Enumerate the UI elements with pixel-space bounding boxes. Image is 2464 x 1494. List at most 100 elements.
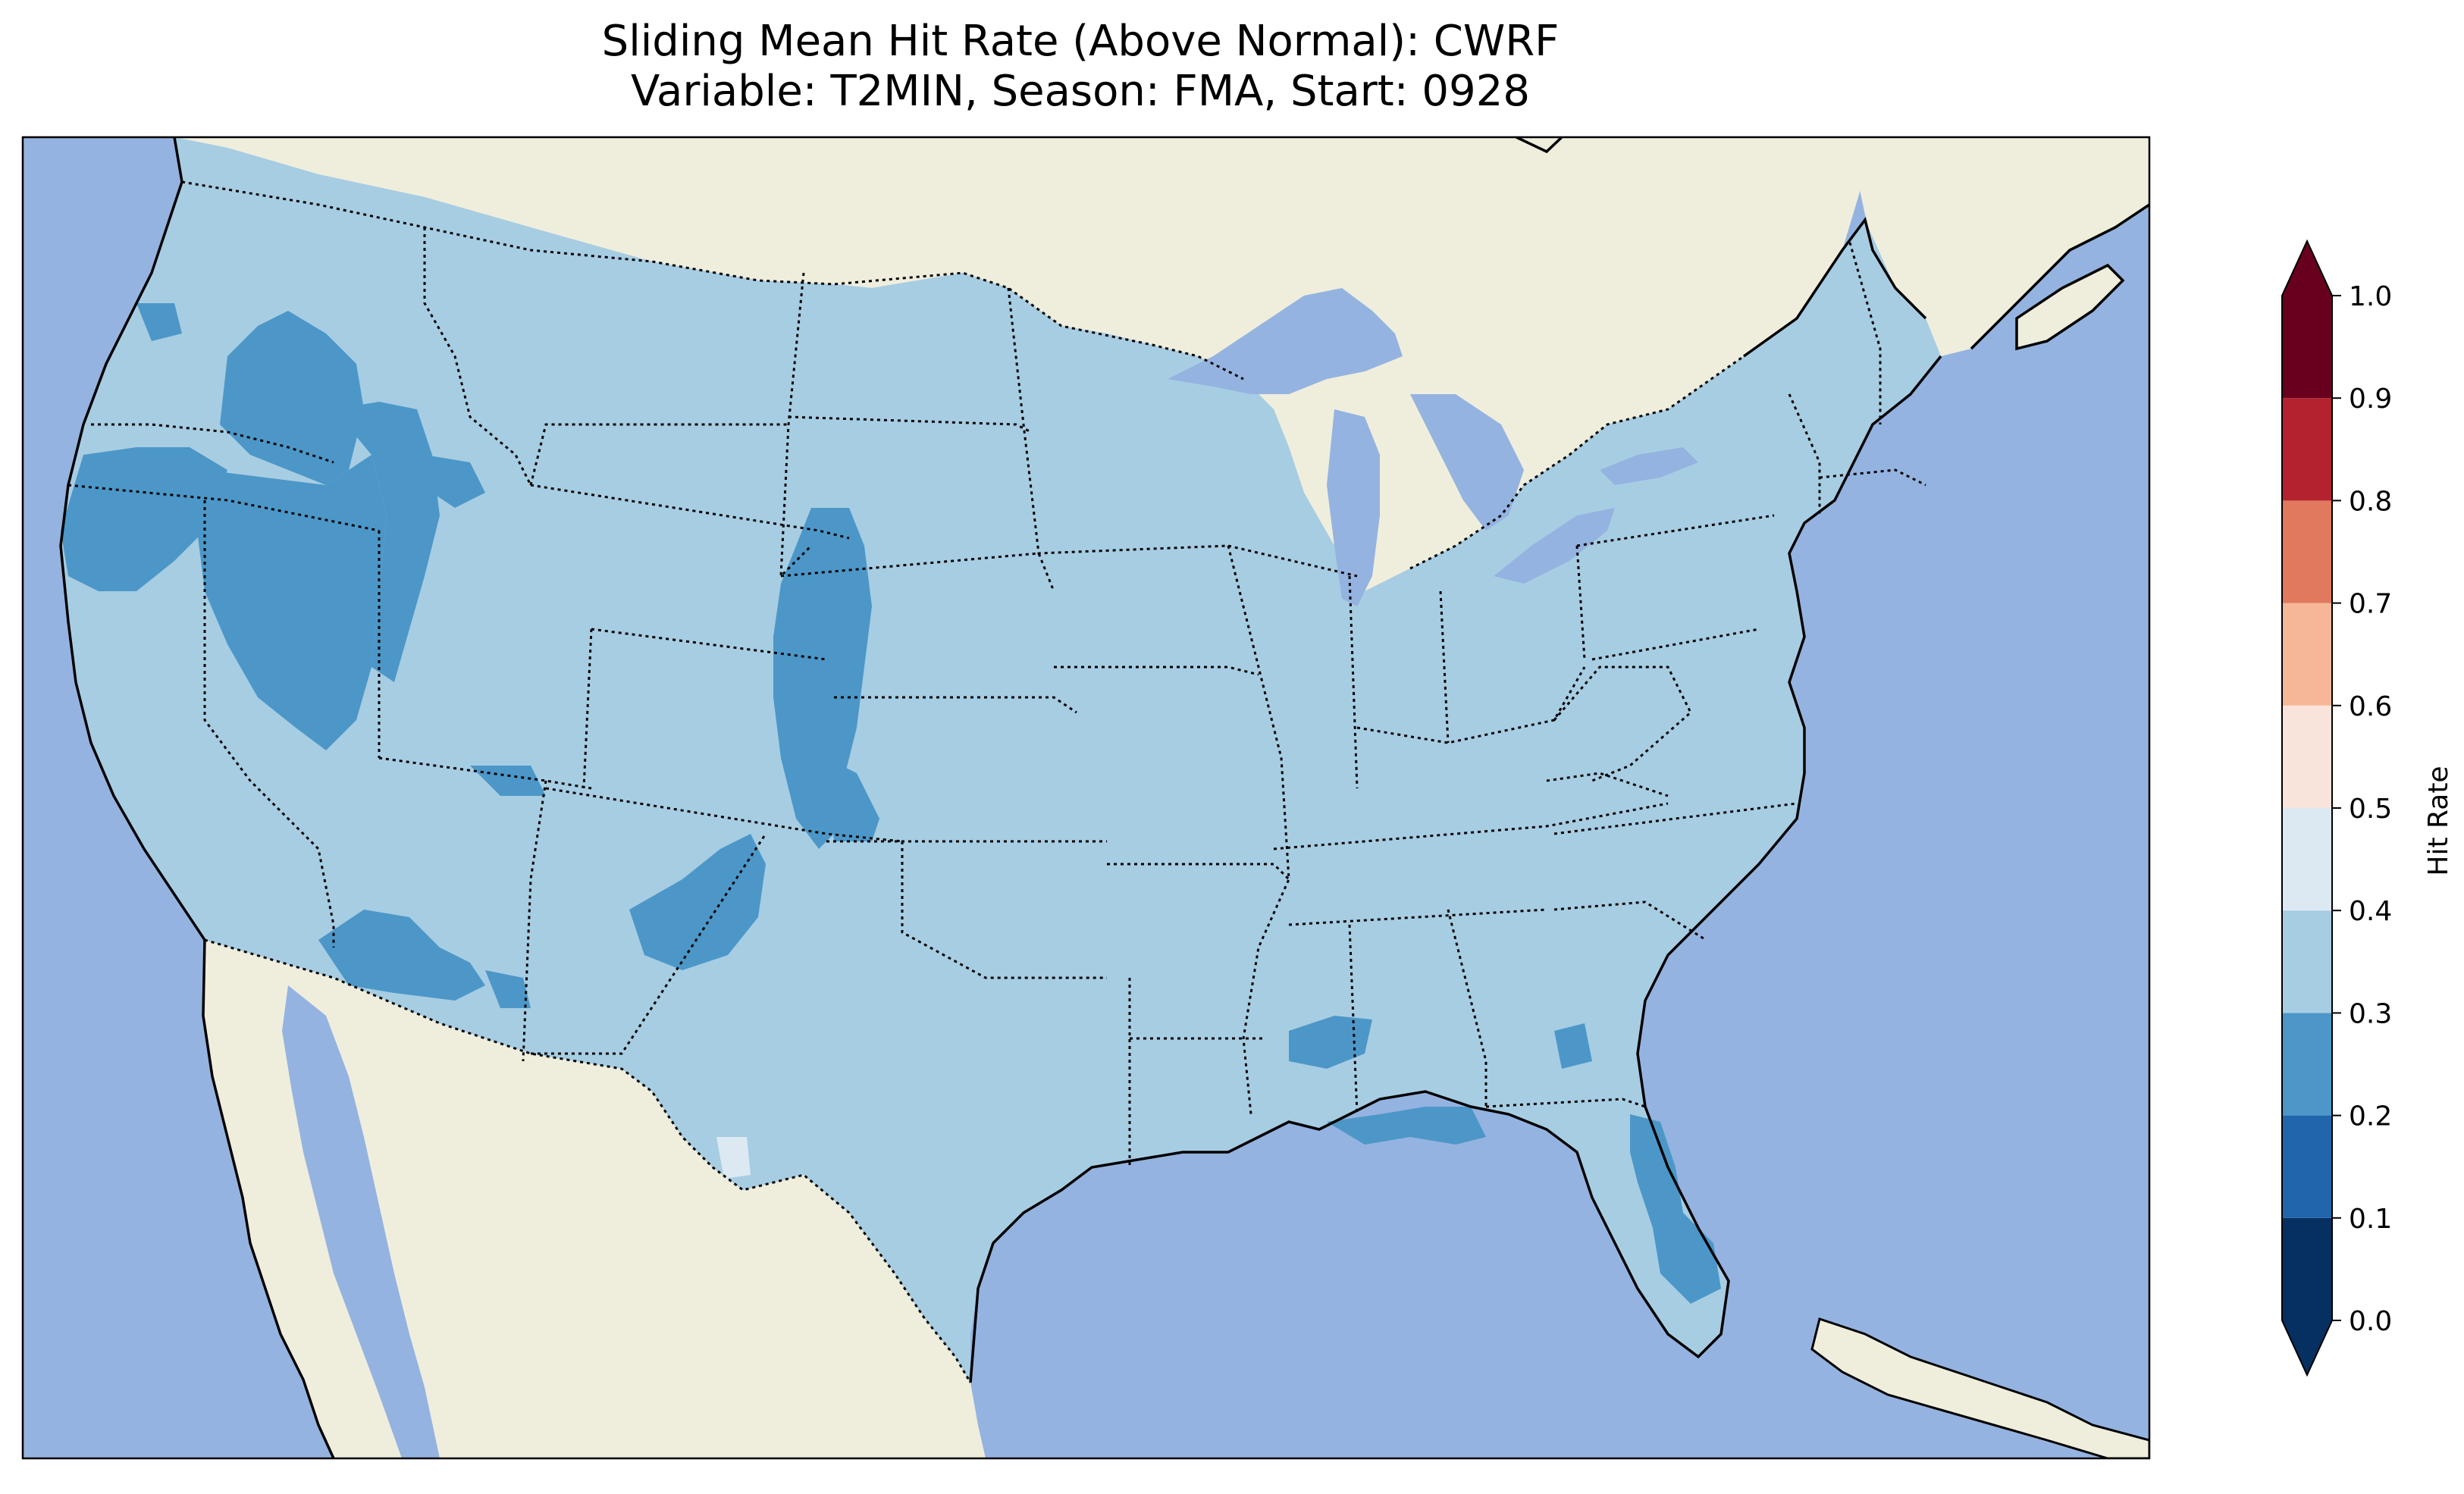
nova-scotia-coast [2015,263,2125,351]
ut-az [378,756,592,790]
colorbar-label: Hit Rate [2423,766,2454,875]
title-line-1: Sliding Mean Hit Rate (Above Normal): CW… [601,17,1560,66]
colorbar-tick-label: 0.6 [2349,691,2392,722]
georgia-patch [1554,1023,1592,1069]
great-lakes [1168,288,1698,606]
canada-land [174,137,1865,591]
maritime-coast [1970,203,2149,350]
se-oregon-patch [425,455,485,508]
ne-ks [834,696,1077,714]
gulf-of-california [282,985,440,1458]
in-oh [1439,590,1450,744]
colorbar-tick-label: 0.9 [2349,384,2392,415]
ma-ct [1819,468,1926,487]
az-east-patch [485,970,531,1008]
colorbar-bin [2282,1217,2332,1320]
nm-tx [531,833,767,1055]
mississippi-patch [1289,1016,1372,1069]
pa-md [1591,628,1760,661]
colorbar-tick-label: 0.8 [2349,486,2392,517]
ny-vt [1788,393,1821,515]
low-hit-rate-patches [61,303,1721,1304]
gulf-coast-patch [1327,1107,1486,1145]
gulf-coastline [969,355,1942,1383]
mo-ar [1107,863,1290,881]
nh-me [1848,242,1882,424]
colorbar-bin [2282,1115,2332,1218]
colorbar-bin [2282,603,2332,706]
ga-fl [1485,1098,1646,1108]
lake-ontario [1600,447,1698,485]
colorbar-bin [2282,808,2332,911]
cuba-land [1810,1317,2149,1458]
colorbar-tick-label: 1.0 [2349,281,2392,312]
baja-coastline [202,939,335,1458]
lake-erie [1494,508,1615,584]
florida-patch [1630,1114,1721,1304]
colorbar-over-arrow [2282,241,2332,296]
ms-al [1348,924,1359,1115]
new-mexico-patch [629,834,766,970]
colorbar-group: 0.0 0.1 0.2 0.3 0.4 0.5 0.6 0.7 0.8 0.9 1.0 [2281,239,2392,1377]
tn-south [1288,908,1547,926]
wa-patch [136,303,182,341]
mt-wy [529,423,788,486]
idaho-patch [334,402,440,682]
maritime-land [1850,137,2149,356]
colorbar-tick-label: 0.0 [2349,1306,2392,1337]
or-ca-nv [67,484,380,532]
pacific-coastline [59,137,206,941]
colorbar-bin [2282,705,2332,808]
high-hit-rate-patch [716,1137,751,1179]
colorbar-tick-label: 0.2 [2349,1101,2392,1132]
nevada-patch [197,455,387,750]
colorbar-bin [2282,910,2332,1013]
colorbar-under-arrow [2282,1320,2332,1375]
ms-river [1227,545,1290,1115]
ncal-patch [61,447,227,591]
il-in [1348,575,1359,789]
arizona-patch [318,910,485,1001]
nebraska-wyoming-patch [773,508,872,849]
state-borders [67,180,1926,1383]
coastlines [59,137,2149,1458]
mn-border [1007,287,1229,555]
co-north [591,628,827,661]
wa-or [91,423,334,464]
colorbar-tick-label: 0.5 [2349,794,2392,825]
colorbar-bin [2282,398,2332,501]
title-line-2: Variable: T2MIN, Season: FMA, Start: 092… [631,67,1530,116]
colorbar-bin [2282,1013,2332,1116]
colorbar-tick-label: 0.1 [2349,1204,2392,1235]
map-frame [21,136,2151,1460]
tn-ky [1273,802,1669,850]
colorbar-tick-label: 0.4 [2349,896,2392,927]
wi-il [1227,544,1358,578]
nova-scotia-land [2017,265,2123,349]
colorado-east-patch [826,758,879,841]
ca-nv [203,500,335,947]
oregon-patch [220,311,364,485]
map-title: Sliding Mean Hit Rate (Above Normal): CW… [0,17,2161,117]
id-mt [423,227,532,486]
us-mexico-border [204,938,972,1383]
colorbar-bin [2282,500,2332,603]
us-canada-border [181,180,1244,381]
al-ga [1447,909,1487,1107]
colorbar-tick-label: 0.3 [2349,998,2392,1029]
lake-superior [1168,288,1403,394]
hudson-coast [1516,137,1563,154]
us-canada-border-east [1409,355,1745,570]
lake-huron [1410,394,1524,531]
oh-pa [1575,545,1586,660]
lake-michigan [1327,409,1380,606]
nd-sd [788,415,1032,434]
dakotas [779,272,813,579]
ok-tx [901,841,1107,979]
conus-field [61,137,1941,1383]
nc-sc [1553,900,1707,941]
colorbar-bin [2282,296,2332,399]
colorbar-tick-label: 0.7 [2349,589,2392,620]
